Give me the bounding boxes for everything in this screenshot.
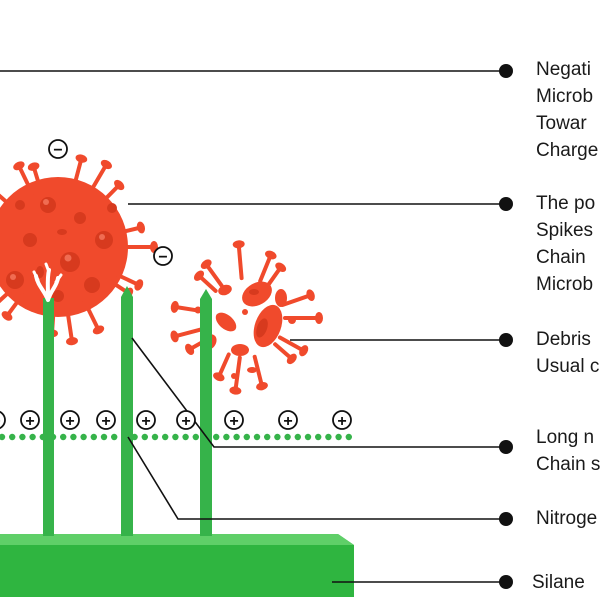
spike-right (200, 289, 212, 536)
label-debris: Debris Usual c (536, 326, 599, 380)
positive-charge: + (20, 410, 40, 430)
svg-text:+: + (141, 413, 150, 430)
svg-text:+: + (65, 413, 74, 430)
negative-charge-badge: − (48, 139, 68, 159)
positive-charge-row: + + + + + + + + + (0, 410, 352, 430)
intact-virus (0, 154, 158, 346)
svg-text:−: − (53, 142, 62, 159)
spike-middle (121, 286, 133, 536)
svg-text:+: + (0, 413, 1, 430)
svg-text:+: + (101, 413, 110, 430)
label-line: Silane (532, 572, 585, 593)
positive-charge: + (136, 410, 156, 430)
svg-text:+: + (25, 413, 34, 430)
svg-text:+: + (181, 413, 190, 430)
label-line: Usual c (536, 356, 600, 377)
label-line: Nitroge (536, 508, 598, 529)
label-line: Negati (536, 59, 591, 80)
positive-charge: + (224, 410, 244, 430)
leader-long-chain (131, 337, 506, 448)
svg-text:+: + (229, 413, 238, 430)
leader-lines (0, 70, 506, 583)
label-nitrogen: Nitroge (536, 505, 597, 532)
positive-charge: + (176, 410, 196, 430)
svg-text:−: − (158, 249, 167, 266)
label-line: Microb (536, 86, 594, 107)
svg-text:+: + (283, 413, 292, 430)
label-line: Long n (536, 427, 595, 448)
spike-left (32, 262, 63, 536)
label-line: Debris (536, 329, 591, 350)
label-line: Spikes (536, 220, 594, 241)
label-silane: Silane (532, 569, 585, 596)
label-line: Microb (536, 274, 594, 295)
label-line: Chain s (536, 454, 600, 475)
label-spikes: The po Spikes Chain Microb (536, 190, 595, 298)
positive-charge: + (0, 410, 6, 430)
label-line: Towar (536, 113, 587, 134)
label-line: Chain (536, 247, 586, 268)
label-long-chain: Long n Chain s (536, 424, 600, 478)
label-negative-charge: Negati Microb Towar Charge (536, 56, 598, 164)
label-line: Charge (536, 140, 599, 161)
positive-charge: + (278, 410, 298, 430)
negative-charge-badge: − (153, 246, 173, 266)
positive-charge: + (96, 410, 116, 430)
positive-charge: + (60, 410, 80, 430)
positive-charge: + (332, 410, 352, 430)
silane-base (0, 534, 354, 597)
svg-text:+: + (337, 413, 346, 430)
label-line: The po (536, 193, 596, 214)
leader-nitrogen (127, 436, 506, 520)
debris-virus (170, 240, 323, 395)
leader-endpoints (499, 64, 513, 589)
